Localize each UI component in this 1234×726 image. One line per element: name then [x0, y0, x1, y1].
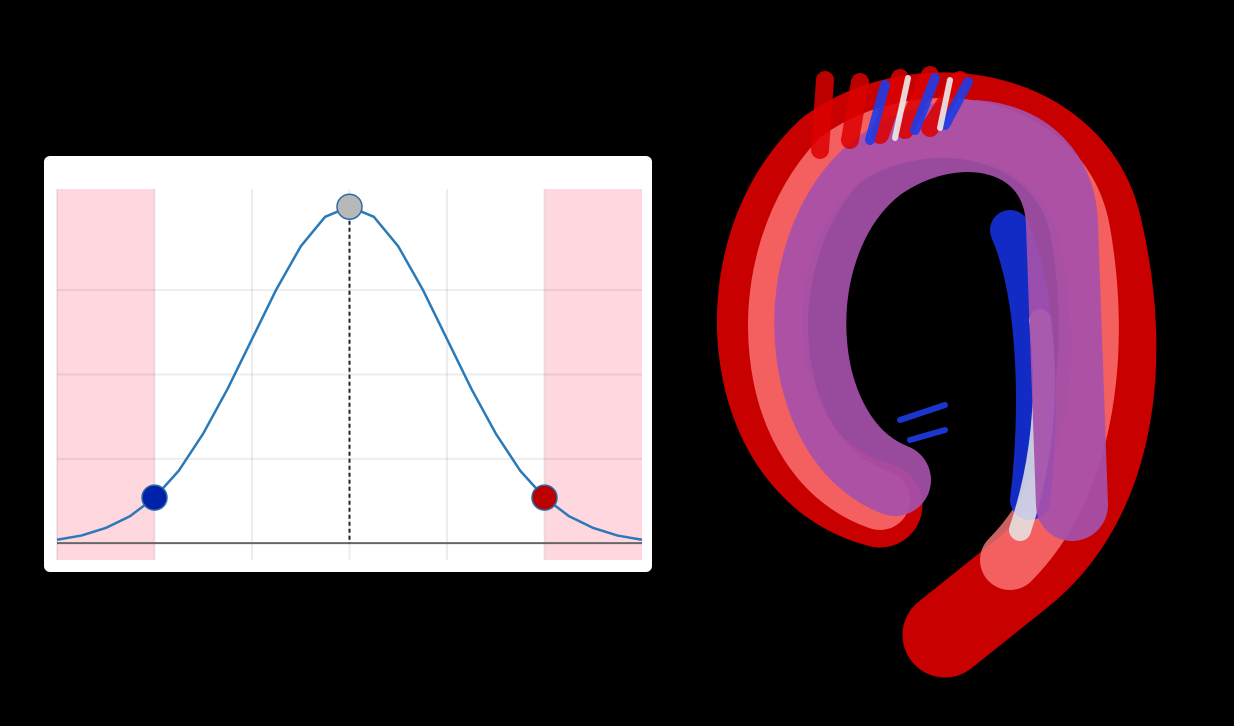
shaded-region: [57, 189, 155, 560]
lower-branches: [897, 402, 948, 443]
marker: [531, 484, 558, 511]
plot: [56, 189, 643, 560]
marker: [336, 193, 363, 220]
shaded-region: [544, 189, 642, 560]
branches-white: [892, 75, 953, 141]
chart-card: [44, 156, 652, 572]
branches-blue: [865, 73, 973, 145]
purple-vessel: [774, 100, 1108, 541]
aorta-render: [716, 66, 1157, 678]
marker: [141, 484, 168, 511]
branches-red: [811, 66, 969, 159]
